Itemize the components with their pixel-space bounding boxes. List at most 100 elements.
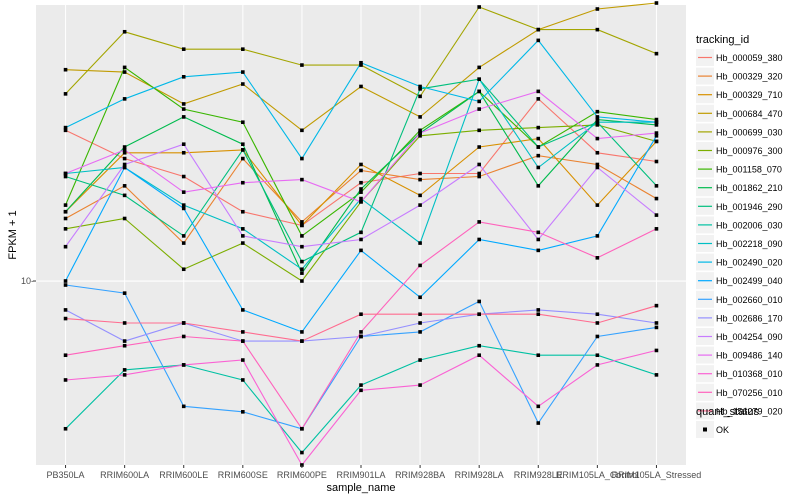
legend-label: Hb_002686_170 xyxy=(716,313,783,323)
data-point xyxy=(595,353,600,358)
data-point xyxy=(122,162,127,167)
data-point xyxy=(359,248,363,253)
data-point xyxy=(300,330,304,334)
data-point xyxy=(63,279,68,283)
data-point xyxy=(359,330,363,334)
data-point xyxy=(181,363,186,367)
data-point xyxy=(654,1,659,5)
data-point xyxy=(359,187,363,191)
data-point xyxy=(477,162,481,167)
data-point xyxy=(536,153,541,158)
data-point xyxy=(181,142,186,146)
legend-label: Hb_002490_020 xyxy=(716,258,783,268)
data-point xyxy=(241,339,245,343)
legend: tracking_id Hb_000059_380Hb_000329_320Hb… xyxy=(696,34,783,438)
data-point xyxy=(63,378,68,382)
data-point xyxy=(477,65,481,70)
data-point xyxy=(477,312,481,317)
data-point xyxy=(654,325,659,330)
data-point xyxy=(122,165,127,170)
data-point xyxy=(300,271,304,275)
data-point xyxy=(181,107,186,111)
x-tick-label: PB350LA xyxy=(47,470,85,480)
data-point xyxy=(595,115,600,119)
data-point xyxy=(300,267,304,272)
data-point xyxy=(595,256,600,260)
data-point xyxy=(595,109,600,114)
data-point xyxy=(241,227,245,231)
x-tick-label: RRIM928LA xyxy=(455,470,504,480)
legend-label: Hb_001946_290 xyxy=(716,202,783,212)
data-point xyxy=(241,142,245,146)
data-point xyxy=(595,363,600,367)
data-point xyxy=(181,174,186,179)
data-point xyxy=(477,128,481,133)
data-point xyxy=(418,193,422,198)
data-point xyxy=(300,156,304,161)
data-point xyxy=(122,216,127,221)
data-point xyxy=(477,174,481,179)
data-point xyxy=(654,373,659,377)
data-point xyxy=(477,99,481,104)
data-point xyxy=(595,120,600,125)
data-point xyxy=(181,234,186,238)
data-point xyxy=(181,241,186,245)
data-point xyxy=(122,373,127,377)
data-point xyxy=(595,162,600,167)
legend-label: Hb_009486_140 xyxy=(716,351,783,361)
data-point xyxy=(536,248,541,253)
legend-label: Hb_000329_320 xyxy=(716,72,783,82)
legend-label: Hb_001158_070 xyxy=(716,165,782,175)
x-tick-label: RRIM105LA_Stressed xyxy=(612,470,702,480)
data-point xyxy=(477,299,481,304)
data-point xyxy=(181,75,186,79)
data-point xyxy=(418,241,422,245)
shape-legend-label: OK xyxy=(716,425,729,435)
data-point xyxy=(359,196,363,201)
data-point xyxy=(536,165,541,170)
data-point xyxy=(418,203,422,207)
legend-label: Hb_000699_030 xyxy=(716,127,783,137)
data-point xyxy=(122,343,127,348)
legend-label: Hb_000976_300 xyxy=(716,146,783,156)
data-point xyxy=(122,65,127,70)
legend-label: Hb_156279_020 xyxy=(716,406,783,416)
data-point xyxy=(63,216,68,221)
legend-label: Hb_002006_030 xyxy=(716,220,783,230)
data-point xyxy=(418,87,422,91)
data-point xyxy=(477,220,481,224)
data-point xyxy=(63,92,68,96)
data-point xyxy=(359,312,363,317)
data-point xyxy=(63,316,68,321)
data-point xyxy=(477,353,481,358)
data-point xyxy=(300,279,304,283)
data-point xyxy=(654,196,659,201)
data-point xyxy=(654,321,659,325)
data-point xyxy=(122,368,127,372)
legend-label: Hb_070256_010 xyxy=(716,388,783,398)
data-point xyxy=(477,107,481,111)
y-axis-title: FPKM + 1 xyxy=(7,210,19,259)
data-point xyxy=(595,27,600,32)
data-point xyxy=(536,404,541,409)
data-point xyxy=(122,145,127,149)
shape-legend-title: quant_status xyxy=(696,406,759,418)
data-point xyxy=(122,70,127,74)
data-point xyxy=(300,339,304,343)
data-point xyxy=(241,241,245,245)
data-point xyxy=(654,51,659,56)
data-point xyxy=(477,5,481,9)
data-point xyxy=(536,125,541,130)
x-axis: PB350LA RRIM600LA RRIM600LE RRIM600SE RRIM60… xyxy=(47,465,702,480)
data-point xyxy=(418,84,422,89)
data-point xyxy=(359,334,363,339)
legend-label: Hb_004254_090 xyxy=(716,332,783,342)
data-point xyxy=(477,77,481,81)
data-point xyxy=(536,145,541,149)
data-point xyxy=(418,171,422,176)
data-point xyxy=(418,312,422,317)
data-point xyxy=(300,63,304,67)
data-point xyxy=(654,227,659,231)
data-point xyxy=(536,38,541,43)
data-point xyxy=(300,259,304,264)
